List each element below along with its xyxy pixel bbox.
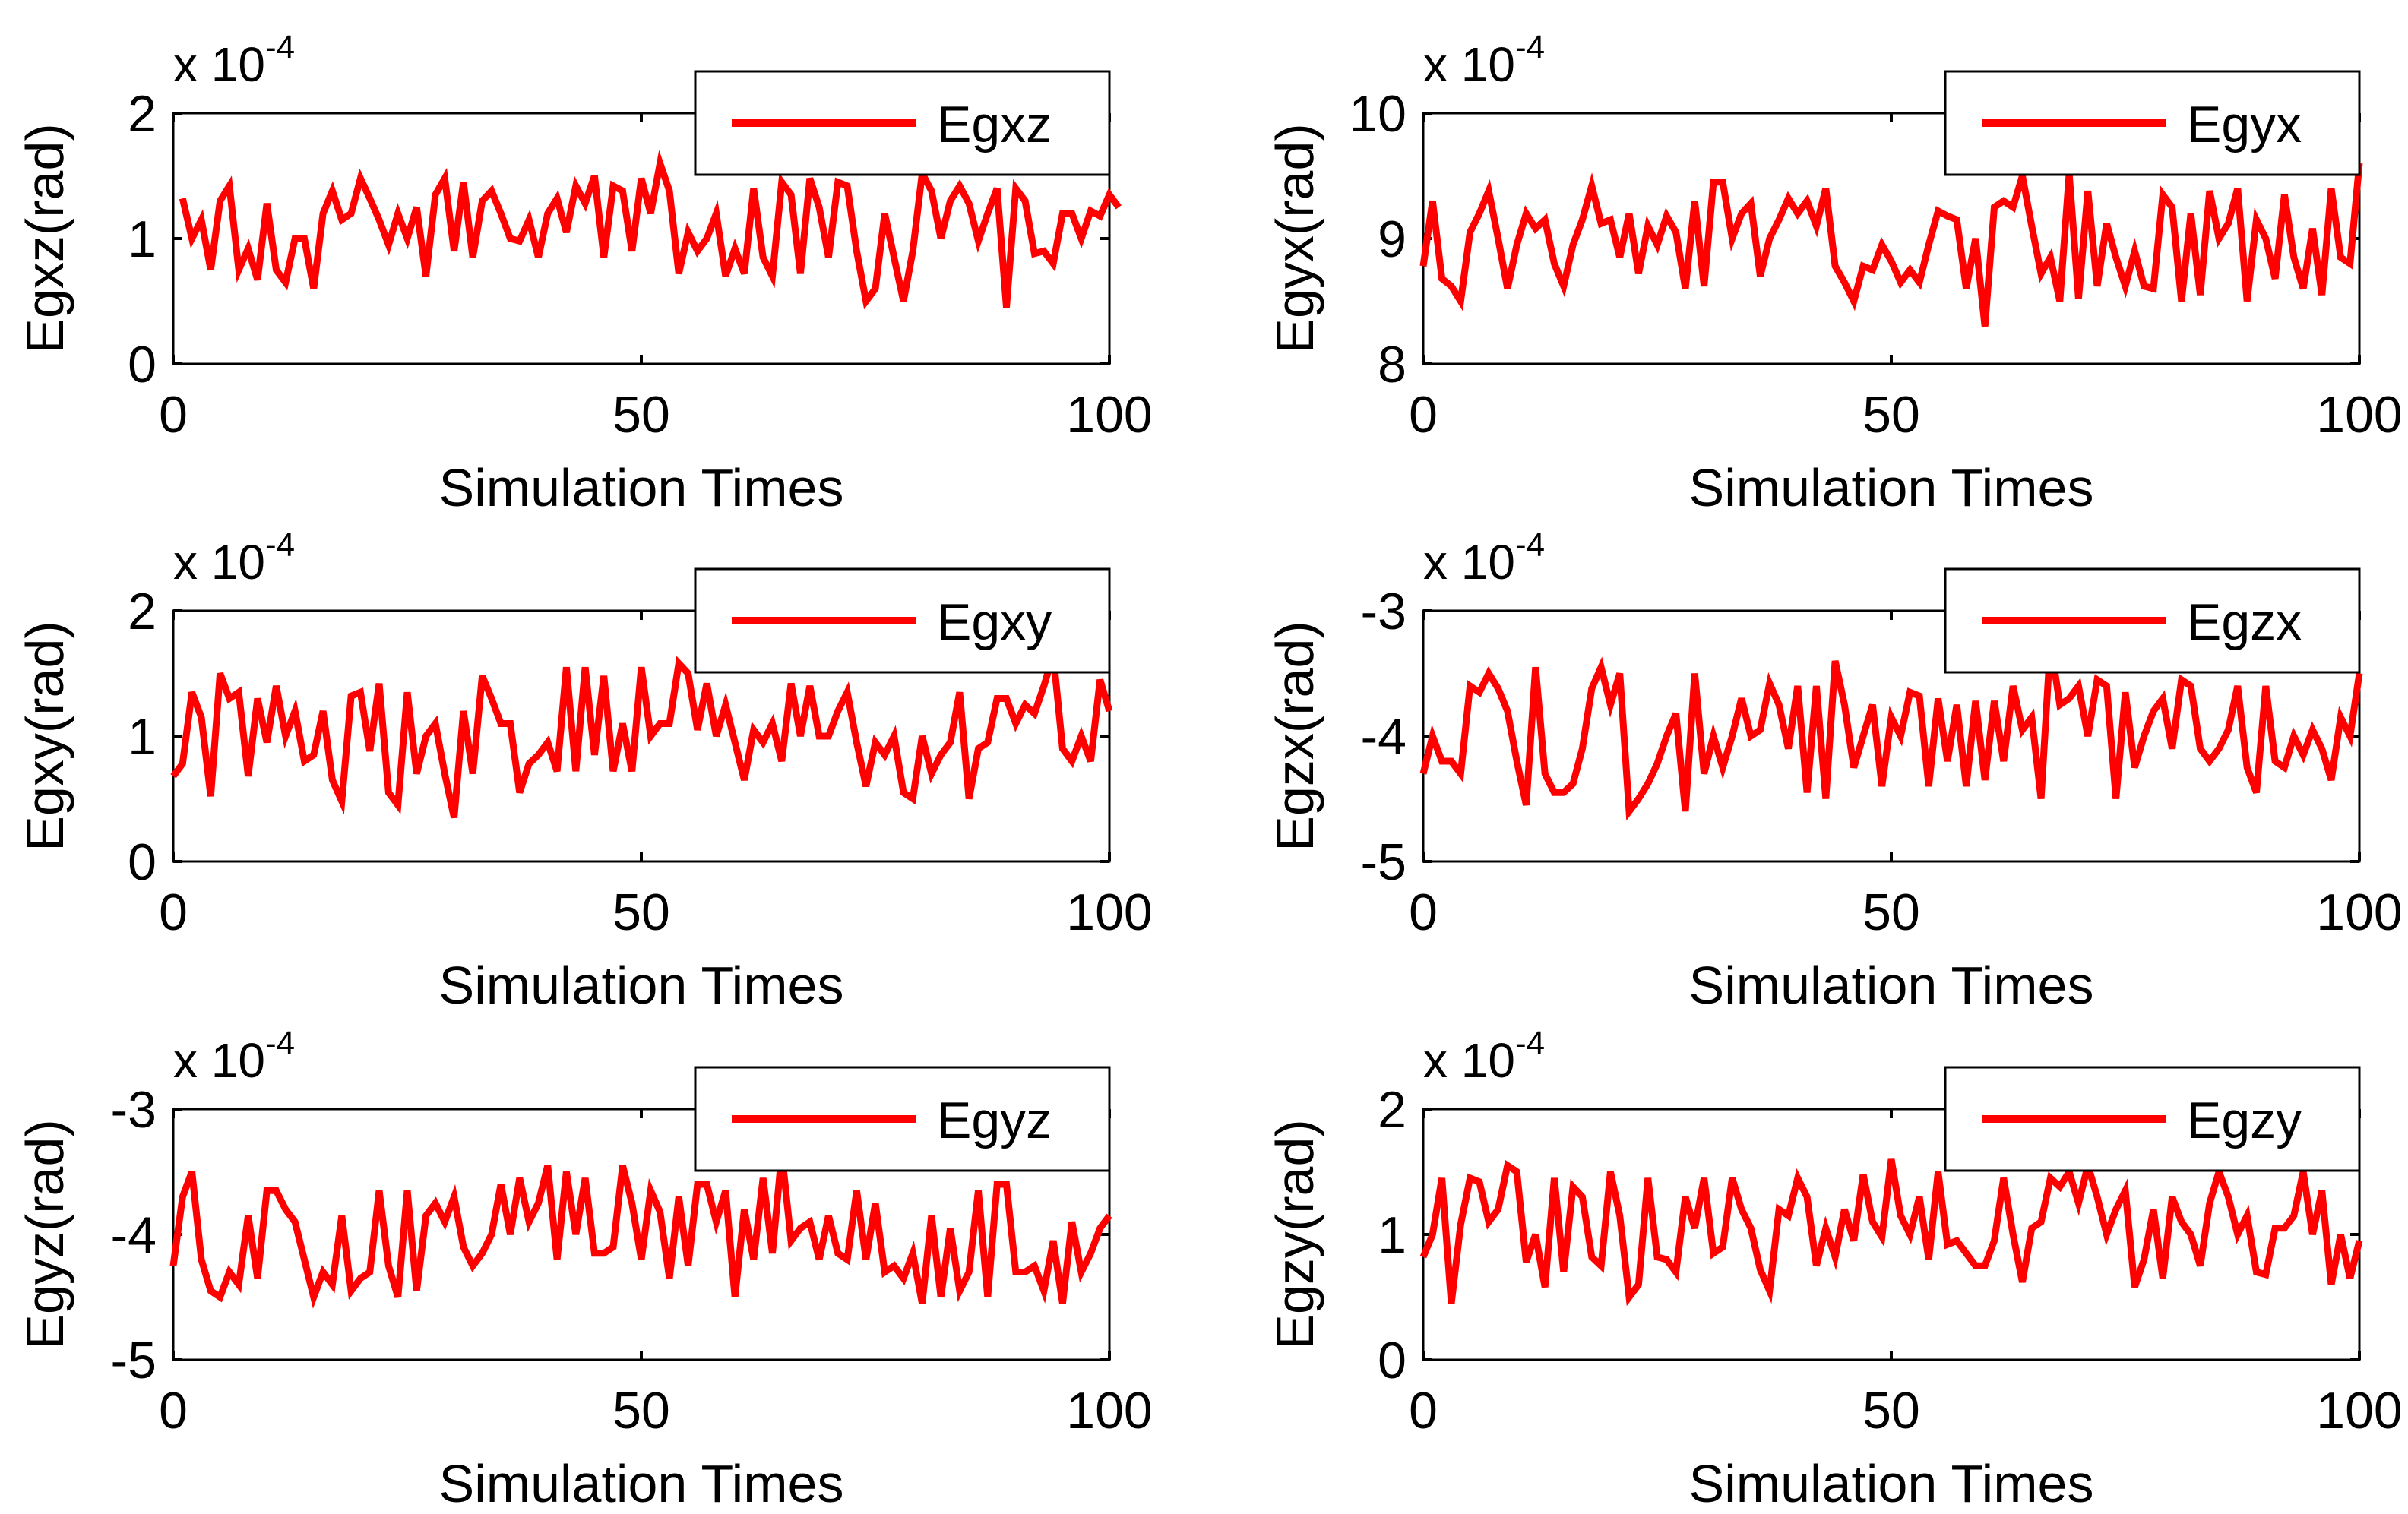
chart-egyx-xtick-label: 50 [1862,386,1920,444]
chart-egzx-series-line [1419,641,2363,821]
chart-egzy-legend-label: Egzy [2187,1092,2302,1149]
chart-egzx-ytick-label: -5 [1361,833,1407,891]
chart-egyz-ylabel: Egyz(rad) [15,1119,74,1349]
chart-egyx-legend-label: Egyx [2187,96,2302,153]
chart-egxy-ytick-label: 0 [128,833,157,891]
chart-egyz-xtick-label: 100 [1066,1382,1152,1440]
chart-egzy-xlabel: Simulation Times [1689,1454,2094,1513]
chart-egxz-exponent-power: -4 [265,29,295,66]
chart-egxz-ylabel: Egxz(rad) [15,123,74,353]
chart-egyz-xtick-label: 0 [159,1382,188,1440]
chart-egxz-legend-label: Egxz [937,96,1052,153]
chart-egxy-ytick-label: 1 [128,708,157,766]
chart-egzx-ylabel: Egzx(rad) [1265,621,1324,851]
chart-egzx-xtick-label: 0 [1409,883,1438,941]
chart-egxz-xtick-label: 0 [159,386,188,444]
chart-egzx-ytick-label: -3 [1361,583,1407,640]
chart-egxy-ytick-label: 2 [128,583,157,640]
chart-egzx-exponent-power: -4 [1515,526,1545,564]
chart-egyz-series-line [169,1152,1112,1309]
chart-egzx-ytick-label: -4 [1361,708,1407,766]
chart-egzy-xtick-label: 50 [1862,1382,1920,1440]
chart-egyz-xlabel: Simulation Times [439,1454,844,1513]
chart-egyz-ytick-label: -5 [111,1332,157,1389]
chart-egyx-ytick-label: 8 [1378,336,1407,394]
chart-egxz-ytick-label: 2 [128,85,157,143]
chart-egyz-ytick-label: -3 [111,1081,157,1139]
chart-egyx-xlabel: Simulation Times [1689,458,2094,517]
chart-egxy-legend-label: Egxy [937,593,1052,651]
chart-egyz-xtick-label: 50 [612,1382,670,1440]
chart-egxy-xtick-label: 50 [612,883,670,941]
chart-egxz-xtick-label: 100 [1066,386,1152,444]
chart-egyx-series-line [1419,163,2363,327]
chart-egyx-ytick-label: 10 [1349,85,1407,143]
chart-egzy-exponent-label: x 10-4 [1423,1025,1545,1088]
chart-egzy-ylabel: Egzy(rad) [1265,1119,1324,1349]
chart-egxz-ytick-label: 0 [128,336,157,394]
chart-egxz-xtick-label: 50 [612,386,670,444]
chart-egxy-ylabel: Egxy(rad) [15,621,74,851]
chart-egxy-series-line [170,653,1113,819]
chart-egyz-exponent-power: -4 [265,1025,295,1062]
chart-egzy-exponent-power: -4 [1515,1025,1545,1062]
chart-egxz-series-line [179,150,1122,310]
chart-egzy-series-line [1419,1152,2363,1307]
chart-egzx-xlabel: Simulation Times [1689,956,2094,1015]
chart-egxz-ytick-label: 1 [128,210,157,268]
chart-egxz-xlabel: Simulation Times [439,458,844,517]
chart-egzy-ytick-label: 2 [1378,1081,1407,1139]
chart-egyz-ytick-label: -4 [111,1206,157,1264]
chart-egzy-ytick-label: 1 [1378,1206,1407,1264]
chart-egyx-exponent-power: -4 [1515,29,1545,66]
chart-egzx-legend-label: Egzx [2187,593,2302,651]
chart-egyx-ylabel: Egyx(rad) [1265,123,1324,353]
chart-egyz-legend-label: Egyz [937,1092,1052,1149]
chart-egzy-ytick-label: 0 [1378,1332,1407,1389]
chart-egxy-xlabel: Simulation Times [439,956,844,1015]
chart-egxy-xtick-label: 100 [1066,883,1152,941]
chart-egyx-ytick-label: 9 [1378,210,1407,268]
chart-egzx-xtick-label: 100 [2316,883,2402,941]
chart-egzy-xtick-label: 100 [2316,1382,2402,1440]
chart-egyx-xtick-label: 0 [1409,386,1438,444]
chart-egzx-xtick-label: 50 [1862,883,1920,941]
chart-egyx-xtick-label: 100 [2316,386,2402,444]
chart-panel-egzy: 0 50 100 0 1 2 x 10-4 Simulation Times Egzy(rad)… [1265,1025,2403,1513]
chart-egxy-xtick-label: 0 [159,883,188,941]
chart-egxy-exponent-power: -4 [265,526,295,564]
chart-egzy-xtick-label: 0 [1409,1382,1438,1440]
